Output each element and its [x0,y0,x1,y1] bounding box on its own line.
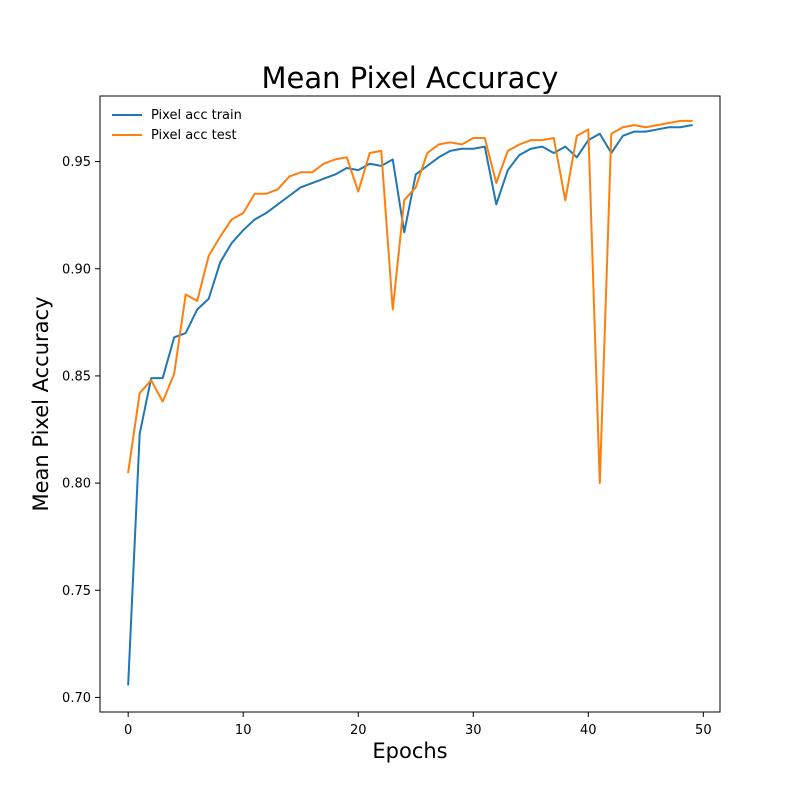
y-tick-label: 0.75 [62,584,91,599]
x-tick-label: 50 [695,723,712,738]
y-axis-ticks: 0.70 0.75 0.80 0.85 0.90 0.95 [62,155,100,706]
legend: Pixel acc train Pixel acc test [112,108,242,143]
x-tick-label: 10 [235,723,252,738]
y-tick-label: 0.80 [62,477,91,492]
series-lines [127,119,693,686]
x-tick-label: 30 [465,723,482,738]
x-axis-label: Epochs [372,739,447,763]
series-line-train [127,124,693,686]
x-tick-label: 20 [350,723,367,738]
y-tick-label: 0.90 [62,262,91,277]
x-tick-label: 40 [580,723,597,738]
series-line-test [127,119,693,485]
x-tick-label: 0 [124,723,132,738]
plot-area [99,95,721,713]
legend-label-train: Pixel acc train [151,108,242,123]
y-tick-label: 0.85 [62,369,91,384]
x-axis-ticks: 0 10 20 30 40 50 [124,712,712,738]
y-tick-label: 0.95 [62,155,91,170]
chart-title: Mean Pixel Accuracy [262,61,559,95]
y-axis-label: Mean Pixel Accuracy [29,296,53,511]
y-tick-label: 0.70 [62,691,91,706]
legend-label-test: Pixel acc test [151,128,237,143]
